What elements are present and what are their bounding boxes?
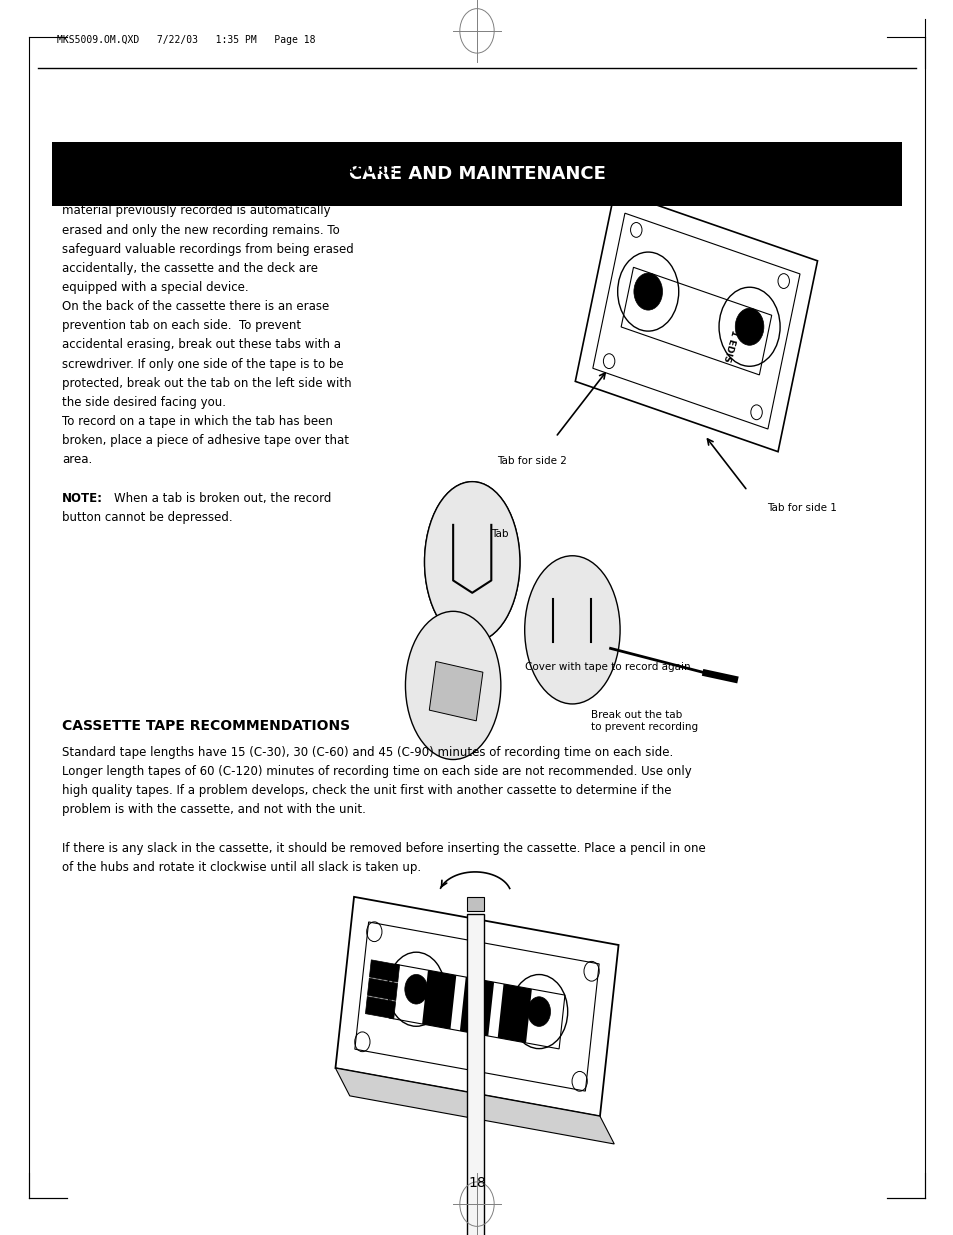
Text: NOTE:: NOTE:	[62, 492, 103, 505]
Polygon shape	[365, 997, 395, 1019]
Text: When a tab is broken out, the record: When a tab is broken out, the record	[114, 492, 332, 505]
Polygon shape	[497, 984, 532, 1042]
Text: Longer length tapes of 60 (C-120) minutes of recording time on each side are not: Longer length tapes of 60 (C-120) minute…	[62, 764, 691, 778]
Text: erased and only the new recording remains. To: erased and only the new recording remain…	[62, 224, 339, 237]
Text: material previously recorded is automatically: material previously recorded is automati…	[62, 204, 331, 217]
Text: Tab: Tab	[491, 529, 508, 538]
Text: Standard tape lengths have 15 (C-30), 30 (C-60) and 45 (C-90) minutes of recordi: Standard tape lengths have 15 (C-30), 30…	[62, 746, 673, 760]
Polygon shape	[459, 977, 494, 1036]
Polygon shape	[369, 960, 399, 982]
Circle shape	[404, 974, 427, 1004]
Text: Tab for side 1: Tab for side 1	[766, 503, 836, 514]
Text: On the back of the cassette there is an erase: On the back of the cassette there is an …	[62, 300, 329, 314]
Text: CARE AND MAINTENANCE: CARE AND MAINTENANCE	[348, 165, 605, 183]
Polygon shape	[335, 1068, 614, 1144]
Polygon shape	[421, 971, 456, 1029]
Text: SAFEGUARD AGAINST ACCIDENTAL ERASURE: SAFEGUARD AGAINST ACCIDENTAL ERASURE	[62, 164, 395, 178]
Text: Break out the tab
to prevent recording: Break out the tab to prevent recording	[591, 710, 698, 731]
Bar	[429, 662, 482, 721]
Text: screwdriver. If only one side of the tape is to be: screwdriver. If only one side of the tap…	[62, 358, 343, 370]
Text: problem is with the cassette, and not with the unit.: problem is with the cassette, and not wi…	[62, 803, 366, 816]
Bar	[466, 914, 483, 1235]
Text: safeguard valuable recordings from being erased: safeguard valuable recordings from being…	[62, 242, 354, 256]
Text: equipped with a special device.: equipped with a special device.	[62, 282, 249, 294]
Text: To record on a tape in which the tab has been: To record on a tape in which the tab has…	[62, 415, 333, 429]
Polygon shape	[367, 978, 397, 1000]
Text: of the hubs and rotate it clockwise until all slack is taken up.: of the hubs and rotate it clockwise unti…	[62, 861, 420, 874]
Text: 18: 18	[468, 1176, 485, 1189]
Text: accidental erasing, break out these tabs with a: accidental erasing, break out these tabs…	[62, 338, 340, 352]
Ellipse shape	[405, 611, 500, 760]
Text: button cannot be depressed.: button cannot be depressed.	[62, 511, 233, 524]
Text: high quality tapes. If a problem develops, check the unit first with another cas: high quality tapes. If a problem develop…	[62, 784, 671, 798]
Text: protected, break out the tab on the left side with: protected, break out the tab on the left…	[62, 377, 352, 390]
Ellipse shape	[424, 482, 519, 642]
Text: When a new recording is made, any program: When a new recording is made, any progra…	[62, 185, 329, 199]
Text: CASSETTE TAPE RECOMMENDATIONS: CASSETTE TAPE RECOMMENDATIONS	[62, 719, 350, 732]
Text: broken, place a piece of adhesive tape over that: broken, place a piece of adhesive tape o…	[62, 435, 349, 447]
Circle shape	[527, 997, 550, 1026]
Circle shape	[735, 309, 763, 346]
Text: the side desired facing you.: the side desired facing you.	[62, 395, 226, 409]
Text: prevention tab on each side.  To prevent: prevention tab on each side. To prevent	[62, 320, 301, 332]
FancyBboxPatch shape	[52, 142, 901, 206]
Text: accidentally, the cassette and the deck are: accidentally, the cassette and the deck …	[62, 262, 317, 275]
Circle shape	[633, 273, 661, 310]
Bar	[466, 897, 483, 911]
Text: 1 EDIS: 1 EDIS	[720, 329, 738, 363]
Text: Cover with tape to record again: Cover with tape to record again	[524, 662, 690, 672]
Text: area.: area.	[62, 453, 92, 467]
Text: Tab for side 2: Tab for side 2	[497, 456, 566, 466]
Text: MKS5009.OM.QXD   7/22/03   1:35 PM   Page 18: MKS5009.OM.QXD 7/22/03 1:35 PM Page 18	[57, 35, 315, 44]
Ellipse shape	[524, 556, 619, 704]
Text: If there is any slack in the cassette, it should be removed before inserting the: If there is any slack in the cassette, i…	[62, 842, 705, 855]
